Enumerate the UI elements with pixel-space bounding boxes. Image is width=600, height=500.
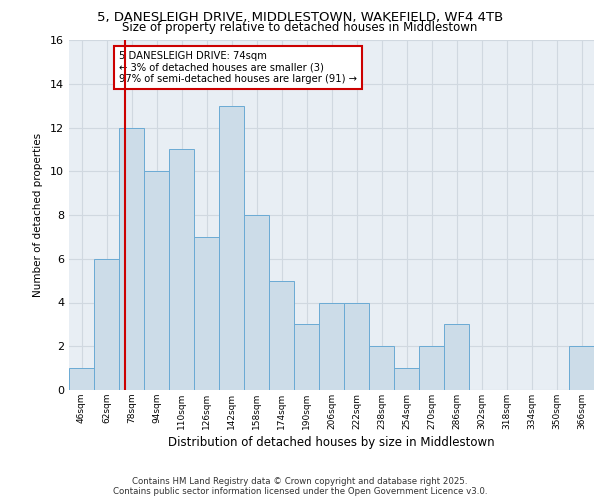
- Text: Size of property relative to detached houses in Middlestown: Size of property relative to detached ho…: [122, 21, 478, 34]
- Bar: [244, 215, 269, 390]
- Text: 5, DANESLEIGH DRIVE, MIDDLESTOWN, WAKEFIELD, WF4 4TB: 5, DANESLEIGH DRIVE, MIDDLESTOWN, WAKEFI…: [97, 11, 503, 24]
- Bar: [94, 259, 119, 390]
- Bar: [269, 280, 294, 390]
- Bar: [444, 324, 469, 390]
- X-axis label: Distribution of detached houses by size in Middlestown: Distribution of detached houses by size …: [168, 436, 495, 449]
- Bar: [119, 128, 144, 390]
- Bar: [394, 368, 419, 390]
- Text: Contains HM Land Registry data © Crown copyright and database right 2025.
Contai: Contains HM Land Registry data © Crown c…: [113, 476, 487, 496]
- Bar: [344, 302, 369, 390]
- Bar: [569, 346, 594, 390]
- Bar: [319, 302, 344, 390]
- Bar: [194, 237, 219, 390]
- Bar: [294, 324, 319, 390]
- Bar: [144, 171, 169, 390]
- Bar: [369, 346, 394, 390]
- Y-axis label: Number of detached properties: Number of detached properties: [33, 133, 43, 297]
- Bar: [169, 150, 194, 390]
- Text: 5 DANESLEIGH DRIVE: 74sqm
← 3% of detached houses are smaller (3)
97% of semi-de: 5 DANESLEIGH DRIVE: 74sqm ← 3% of detach…: [119, 51, 357, 84]
- Bar: [69, 368, 94, 390]
- Bar: [219, 106, 244, 390]
- Bar: [419, 346, 444, 390]
